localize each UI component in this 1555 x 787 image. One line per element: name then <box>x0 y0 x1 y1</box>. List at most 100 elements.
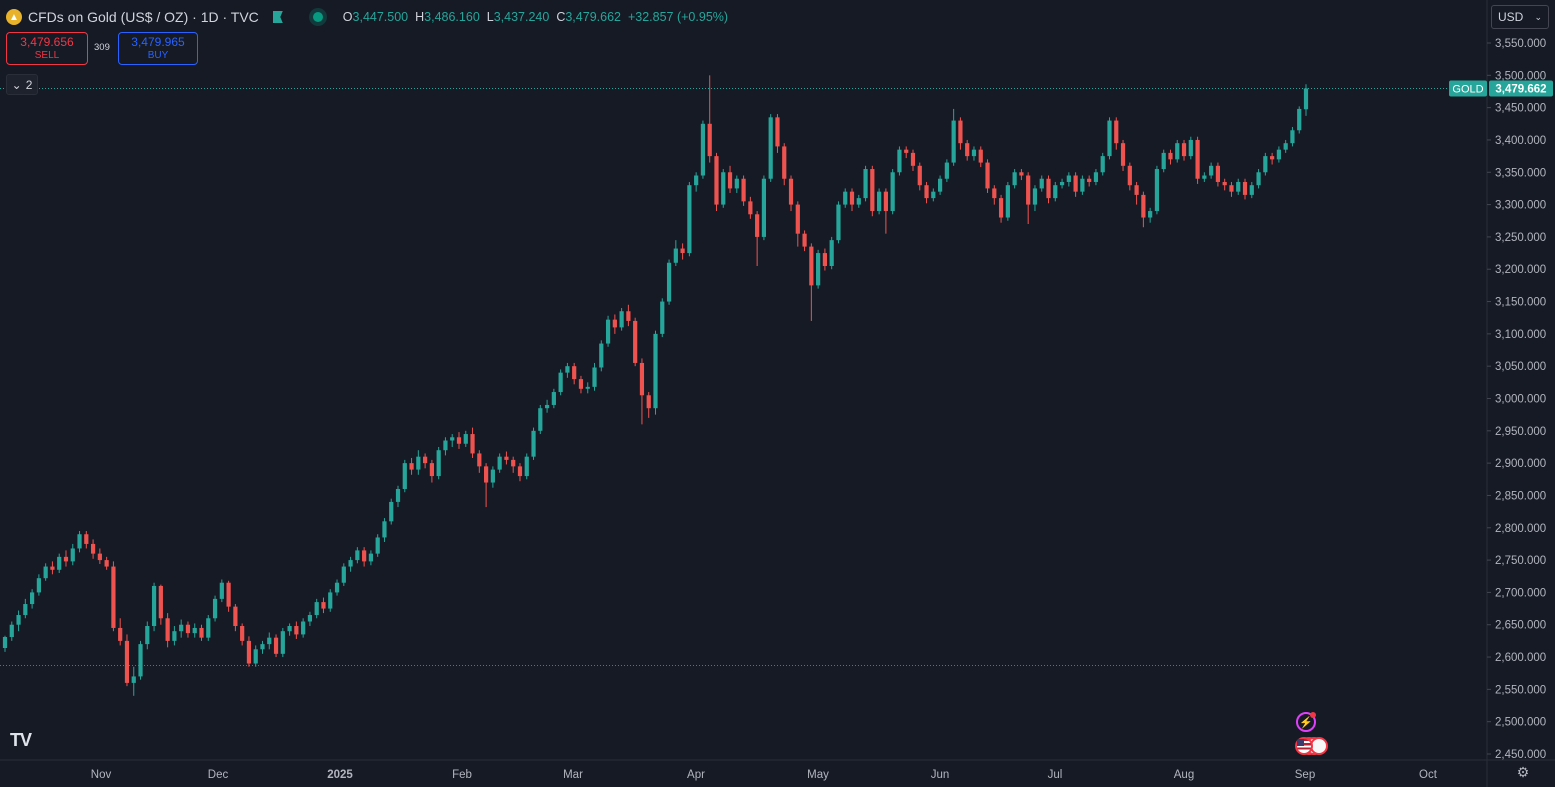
time-label: May <box>807 769 829 781</box>
candle-body <box>1120 143 1126 166</box>
candle-body <box>809 246 814 286</box>
sell-button[interactable]: 3,479.656 SELL <box>6 32 88 65</box>
candle-body <box>1249 185 1254 195</box>
chevron-down-icon: ⌄ <box>1534 11 1542 22</box>
candle-body <box>111 566 116 628</box>
candle-body <box>1053 185 1058 199</box>
candle-body <box>1154 169 1160 212</box>
candle-body <box>755 214 760 237</box>
candle-body <box>599 343 604 368</box>
candle-body <box>280 631 285 654</box>
candle-body <box>30 592 35 605</box>
candle-body <box>605 319 611 344</box>
chevron-down-icon: ⌄ <box>11 77 22 92</box>
flag-icon[interactable] <box>272 11 283 23</box>
candle-body <box>978 149 983 163</box>
candle-body <box>721 172 726 205</box>
candle-body <box>104 560 109 567</box>
candle-body <box>1093 172 1099 182</box>
candle-body <box>287 626 292 632</box>
candle-body <box>179 624 184 632</box>
candle-body <box>1148 211 1153 218</box>
candle-body <box>402 463 407 489</box>
symbol-title[interactable]: CFDs on Gold (US$ / OZ) · 1D · TVC <box>28 9 259 25</box>
price-tick-label: 3,050.000 <box>1495 361 1546 373</box>
candle-body <box>944 162 949 179</box>
time-label: Nov <box>91 769 112 781</box>
candle-body <box>565 366 570 373</box>
candle-body <box>1181 143 1187 157</box>
candle-body <box>138 644 143 677</box>
candle-body <box>660 301 665 334</box>
candle-body <box>843 191 848 205</box>
price-tick-label: 3,000.000 <box>1495 394 1546 406</box>
candle-body <box>1087 178 1092 182</box>
buy-button[interactable]: 3,479.965 BUY <box>118 32 198 65</box>
time-label: Apr <box>687 769 705 781</box>
candle-body <box>307 615 313 622</box>
price-tick-label: 3,300.000 <box>1495 200 1546 212</box>
candle-body <box>890 172 895 212</box>
candle-body <box>1100 156 1105 173</box>
tradingview-logo[interactable]: TV <box>10 730 32 750</box>
price-tick-label: 2,950.000 <box>1495 426 1546 438</box>
candle-body <box>822 253 828 266</box>
candle-body <box>23 604 28 616</box>
lightning-event-icon[interactable]: ⚡ <box>1296 712 1316 732</box>
candle-body <box>1114 120 1119 144</box>
candle-body <box>253 649 258 664</box>
candle-body <box>1222 181 1227 186</box>
sell-label: SELL <box>34 49 60 61</box>
candle-body <box>517 466 523 477</box>
candle-body <box>910 152 916 166</box>
candle-body <box>328 592 333 609</box>
candle-body <box>36 578 41 593</box>
candle-body <box>856 198 861 205</box>
candle-body <box>375 537 380 554</box>
candle-body <box>151 585 157 627</box>
candle-body <box>165 618 170 641</box>
candle-body <box>741 178 746 202</box>
candle-body <box>585 386 590 389</box>
candle-body <box>1283 143 1288 150</box>
candle-body <box>1080 178 1085 192</box>
candle-body <box>368 553 374 562</box>
candle-body <box>219 582 224 599</box>
candle-body <box>1242 181 1248 195</box>
candle-body <box>639 362 645 396</box>
indicators-toggle[interactable]: ⌄ 2 <box>6 74 38 95</box>
candle-body <box>192 627 197 634</box>
currency-select[interactable]: USD ⌄ <box>1491 5 1549 29</box>
candle-body <box>1107 120 1112 157</box>
us-flag-event-icon[interactable] <box>1295 737 1328 755</box>
candle-body <box>1256 172 1261 186</box>
price-tick-label: 3,350.000 <box>1495 167 1546 179</box>
settings-icon[interactable]: ⚙ <box>1516 764 1530 780</box>
candle-body <box>1209 165 1214 176</box>
candle-body <box>1046 178 1051 199</box>
candle-body <box>836 204 841 241</box>
candle-body <box>937 178 943 192</box>
candle-body <box>348 560 353 567</box>
candle-body <box>395 488 401 502</box>
price-tick-label: 3,100.000 <box>1495 329 1546 341</box>
price-tick-label: 2,550.000 <box>1495 684 1546 696</box>
candle-body <box>1059 181 1065 186</box>
candle-body <box>761 178 767 237</box>
ohlc-values: O3,447.500 H3,486.160 L3,437.240 C3,479.… <box>342 10 729 24</box>
candle-body <box>1039 178 1044 189</box>
spread-value: 309 <box>94 42 110 53</box>
candle-body <box>50 566 55 570</box>
candle-body <box>985 162 990 189</box>
candle-body <box>775 117 780 147</box>
candle-body <box>897 149 902 173</box>
candle-body <box>382 521 387 538</box>
candle-body <box>924 185 929 199</box>
currency-value: USD <box>1498 10 1524 24</box>
price-tick-label: 3,550.000 <box>1495 38 1546 50</box>
candle-body <box>131 676 136 683</box>
candle-body <box>951 120 956 163</box>
candle-body <box>592 367 597 387</box>
candle-body <box>409 463 414 470</box>
